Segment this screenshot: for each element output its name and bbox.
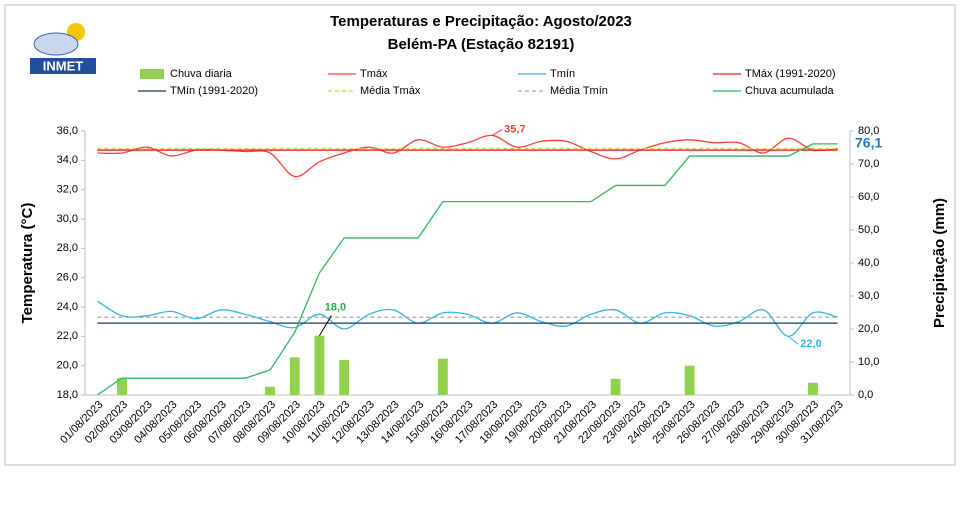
y2-tick-label: 30,0 xyxy=(858,290,879,302)
rain-bar xyxy=(339,360,350,395)
legend-label: Média Tmín xyxy=(550,85,608,97)
y2-tick-label: 40,0 xyxy=(858,257,879,269)
logo-text: INMET xyxy=(43,58,84,73)
legend-swatch xyxy=(140,69,164,79)
rain-bar xyxy=(610,378,621,395)
value-label: 35,7 xyxy=(504,123,525,135)
value-label: 18,0 xyxy=(325,302,346,314)
rain-bar xyxy=(289,357,300,395)
rain-bar xyxy=(437,358,448,395)
rain-bar xyxy=(808,382,818,395)
y-tick-label: 36,0 xyxy=(57,125,78,137)
rain-bar xyxy=(117,378,127,395)
y-tick-label: 26,0 xyxy=(57,272,78,284)
rain-bar xyxy=(684,365,695,395)
y2-tick-label: 70,0 xyxy=(858,158,879,170)
legend-label: TMín (1991-2020) xyxy=(170,85,258,97)
y2-tick-label: 60,0 xyxy=(858,191,879,203)
logo-band xyxy=(30,58,96,74)
logo: INMET xyxy=(30,14,96,74)
series-line xyxy=(96,143,838,396)
y-tick-label: 32,0 xyxy=(57,184,78,196)
chart-subtitle: Belém-PA (Estação 82191) xyxy=(388,36,575,53)
value-label: 76,1 xyxy=(855,135,882,151)
y2-tick-label: 80,0 xyxy=(858,125,879,137)
y2-tick-label: 50,0 xyxy=(858,224,879,236)
legend-label: Chuva acumulada xyxy=(745,85,835,97)
legend-label: Tmáx xyxy=(360,68,388,80)
leader-line xyxy=(319,315,332,336)
y-tick-label: 22,0 xyxy=(57,330,78,342)
y-tick-label: 20,0 xyxy=(57,360,78,372)
leader-line xyxy=(787,335,799,345)
legend-label: Chuva diaria xyxy=(170,68,233,80)
value-label: 22,0 xyxy=(800,338,821,350)
y-tick-label: 24,0 xyxy=(57,301,78,313)
y2-tick-label: 0,0 xyxy=(858,389,873,401)
y-axis-label: Temperatura (°C) xyxy=(19,203,36,324)
y-tick-label: 28,0 xyxy=(57,242,78,254)
y2-tick-label: 10,0 xyxy=(858,356,879,368)
chart-title: Temperaturas e Precipitação: Agosto/2023 xyxy=(330,13,632,30)
legend-label: Tmín xyxy=(550,68,575,80)
y2-axis-label: Precipitação (mm) xyxy=(931,198,948,328)
legend-label: Média Tmáx xyxy=(360,85,421,97)
logo-cloud xyxy=(33,32,79,56)
chart-frame xyxy=(4,4,956,466)
leader-line xyxy=(491,128,503,136)
rain-bar xyxy=(314,335,325,395)
legend-label: TMáx (1991-2020) xyxy=(745,68,836,80)
y-tick-label: 30,0 xyxy=(57,213,78,225)
series-line xyxy=(96,300,838,337)
y2-tick-label: 20,0 xyxy=(858,323,879,335)
y-tick-label: 34,0 xyxy=(57,154,78,166)
y-tick-label: 18,0 xyxy=(57,389,78,401)
rain-bar xyxy=(265,386,276,395)
